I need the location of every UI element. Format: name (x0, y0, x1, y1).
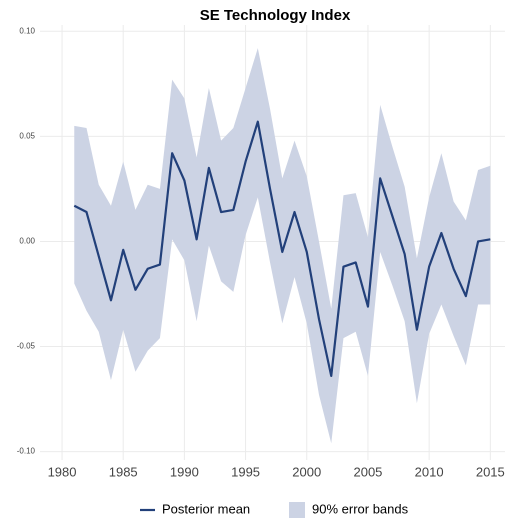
x-tick-label: 2010 (415, 464, 444, 479)
error-band (74, 48, 491, 444)
legend-label: Posterior mean (162, 501, 250, 516)
y-tick-label: -0.10 (17, 447, 36, 456)
chart-title: SE Technology Index (200, 7, 351, 24)
x-tick-label: 1985 (109, 464, 138, 479)
mean-line (73, 120, 491, 378)
x-tick-label: 2015 (476, 464, 505, 479)
x-tick-label: 1990 (170, 464, 199, 479)
x-tick-label: 1995 (231, 464, 260, 479)
legend-swatch (289, 502, 305, 518)
y-tick-label: 0.00 (19, 237, 35, 246)
x-tick-label: 2000 (292, 464, 321, 479)
y-tick-label: -0.05 (17, 342, 36, 351)
y-tick-label: 0.05 (19, 131, 35, 140)
x-tick-label: 2005 (353, 464, 382, 479)
x-tick-label: 1980 (48, 464, 77, 479)
y-tick-label: 0.10 (19, 26, 35, 35)
legend-label: 90% error bands (312, 501, 409, 516)
